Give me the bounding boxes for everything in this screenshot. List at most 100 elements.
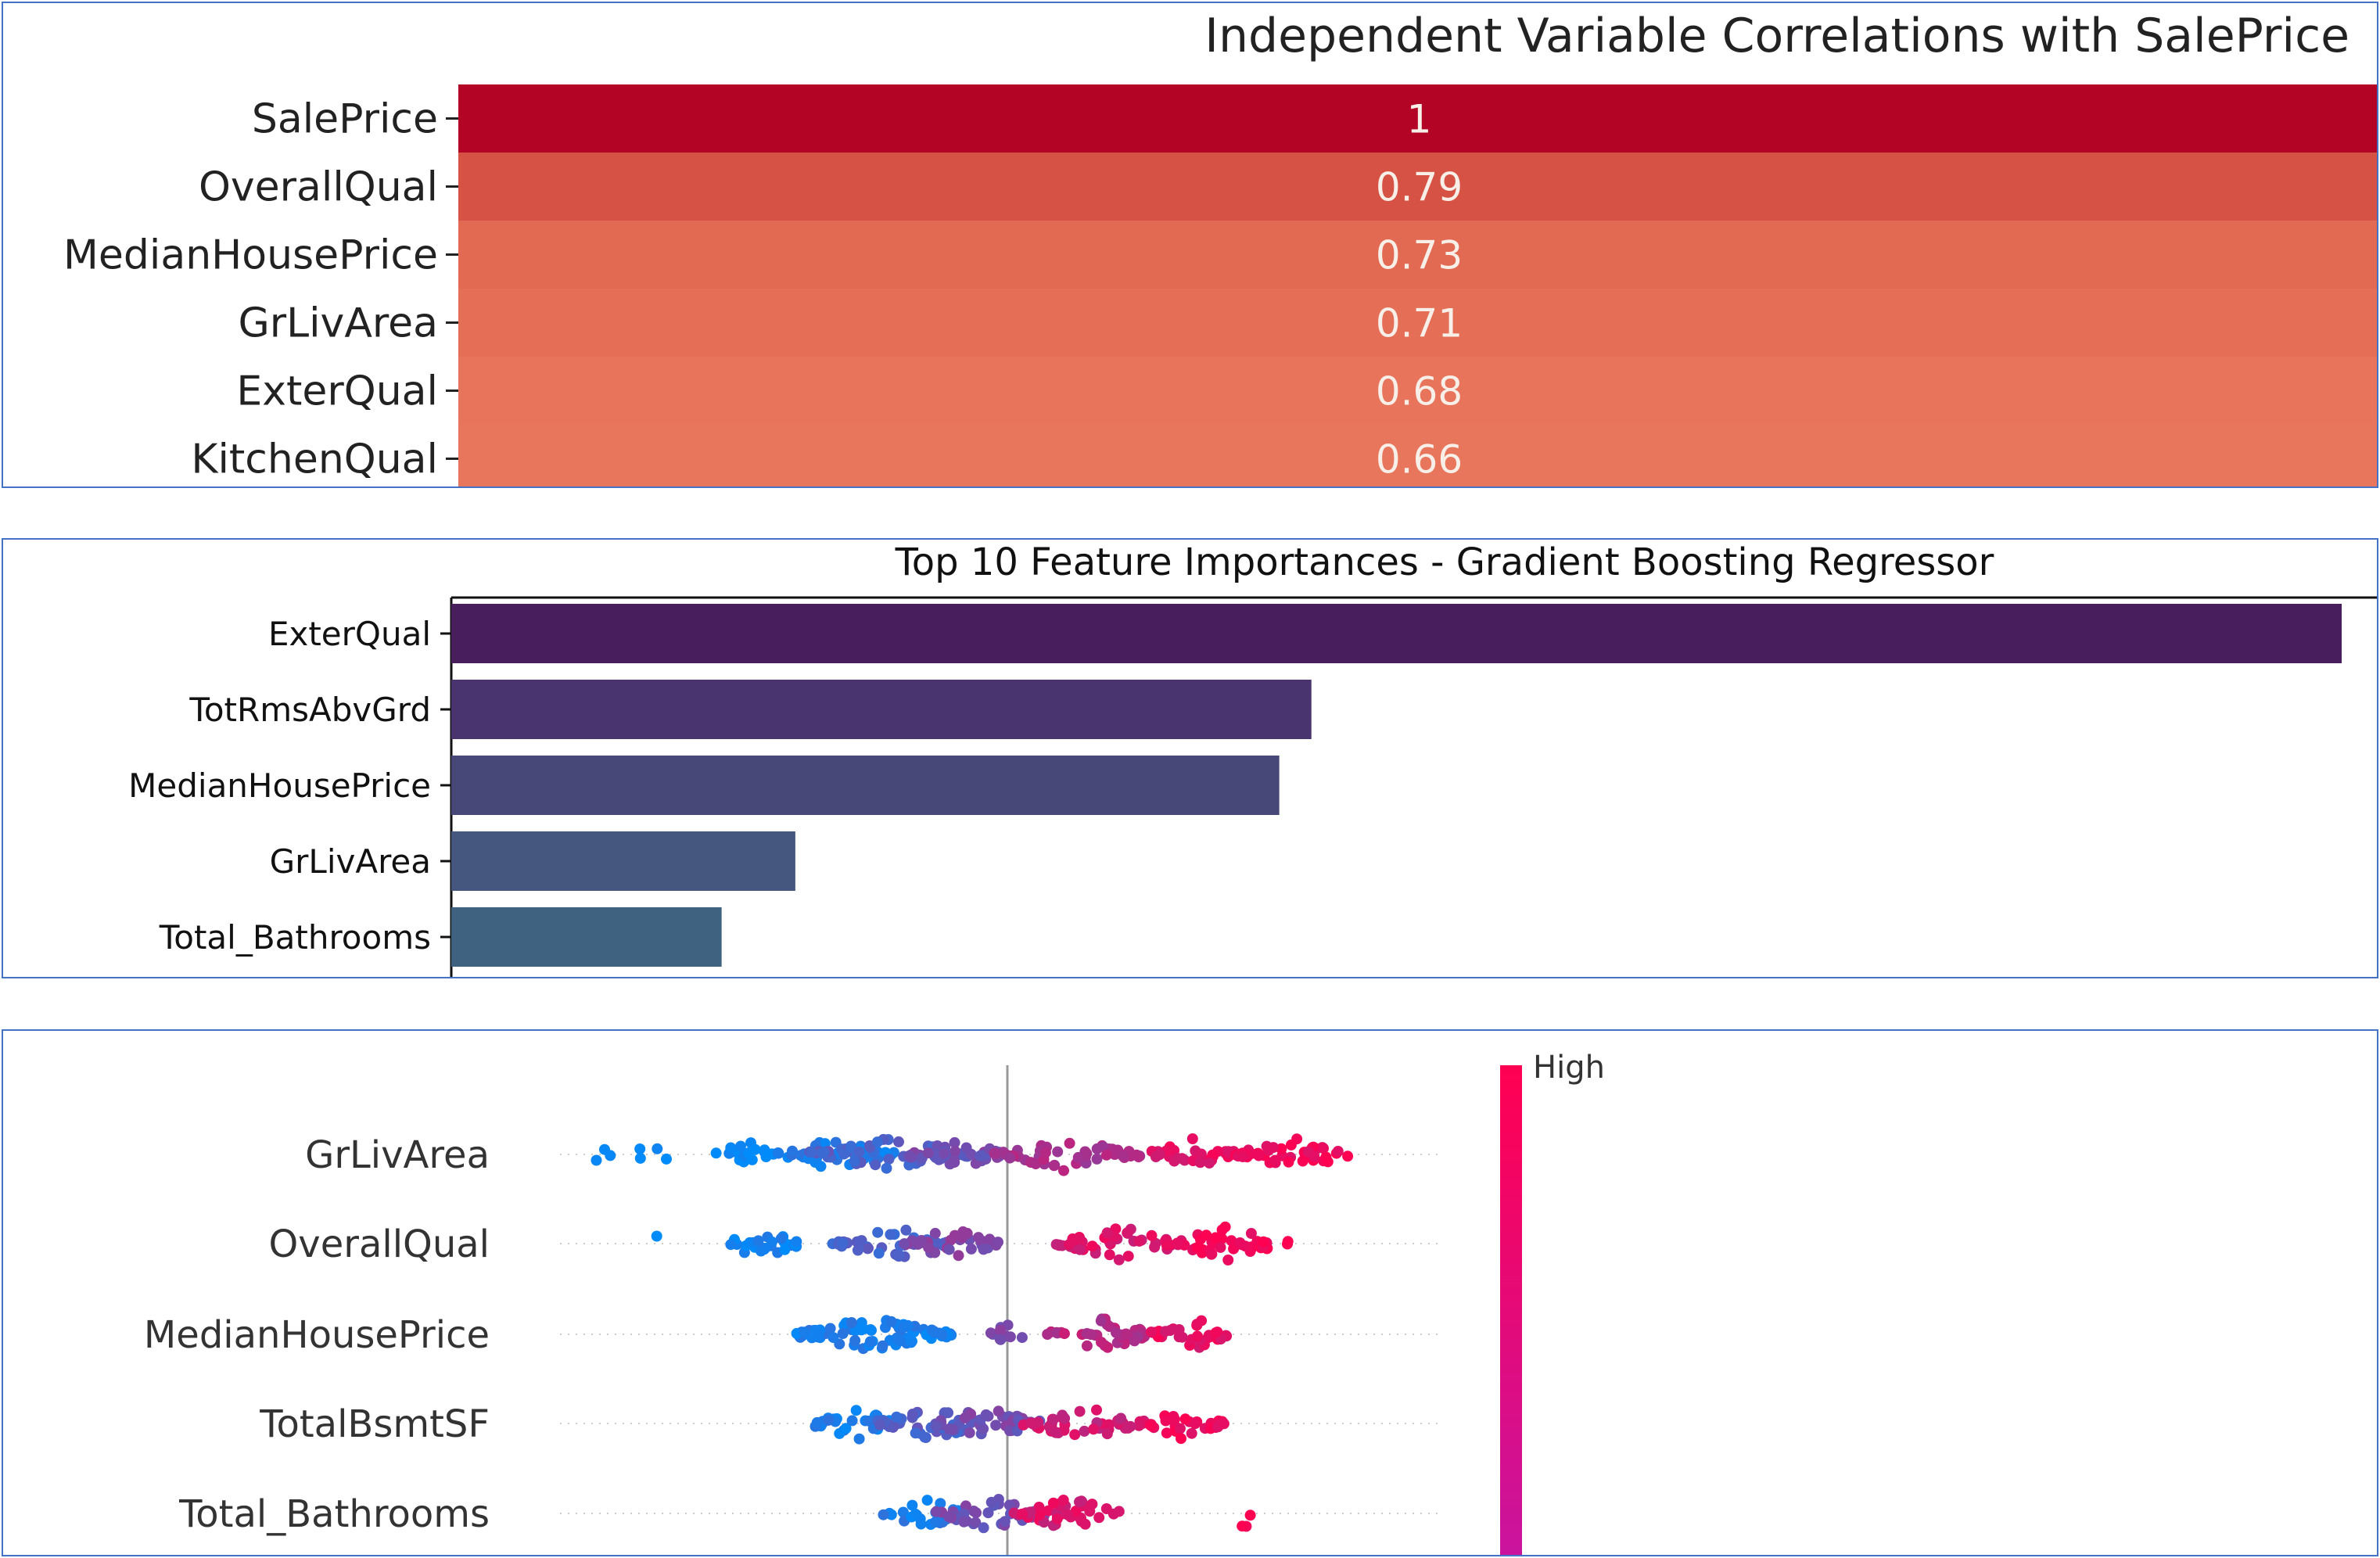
shap-point — [1146, 1230, 1158, 1241]
shap-point — [900, 1224, 912, 1236]
shap-point — [971, 1507, 982, 1519]
shap-point — [919, 1431, 931, 1443]
shap-point — [885, 1509, 897, 1520]
shap-point — [1059, 1413, 1071, 1424]
shap-point — [1195, 1148, 1207, 1160]
y-tick-label: GrLivArea — [238, 300, 438, 347]
shap-point — [865, 1324, 876, 1335]
shap-point — [949, 1157, 960, 1168]
shap-point — [1244, 1510, 1256, 1521]
shap-point — [942, 1407, 954, 1419]
shap-point — [1222, 1255, 1234, 1265]
shap-point — [906, 1499, 918, 1511]
heatmap-cell — [458, 153, 2377, 221]
shap-point — [1093, 1512, 1105, 1524]
shap-point — [1282, 1238, 1293, 1250]
shap-point — [885, 1229, 896, 1240]
shap-point — [710, 1147, 722, 1159]
y-tick-label: SalePrice — [252, 96, 438, 143]
shap-point — [1047, 1413, 1059, 1425]
shap-point — [1079, 1425, 1090, 1437]
y-tick-label: ExterQual — [268, 615, 431, 653]
shap-point — [787, 1145, 798, 1157]
shap-point — [791, 1236, 802, 1247]
shap-point — [1236, 1239, 1247, 1251]
shap-point — [935, 1498, 946, 1510]
shap-point — [1210, 1327, 1222, 1338]
shap-point — [1133, 1151, 1144, 1163]
importance-bar — [451, 756, 1280, 815]
shap-point — [1113, 1254, 1125, 1265]
shap-point — [849, 1155, 860, 1167]
shap-point — [923, 1242, 935, 1254]
shap-point — [1058, 1424, 1070, 1436]
shap-point — [1176, 1433, 1186, 1445]
shap-point — [953, 1250, 964, 1262]
shap-point — [749, 1143, 761, 1155]
shap-point — [818, 1147, 830, 1158]
shap-point — [1133, 1235, 1145, 1247]
shap-point — [772, 1147, 784, 1158]
shap-point — [1173, 1324, 1185, 1335]
shap-point — [1120, 1328, 1132, 1340]
shap-point — [995, 1334, 1007, 1345]
shap-point — [999, 1516, 1011, 1527]
shap-point — [823, 1414, 835, 1426]
shap-point — [891, 1411, 903, 1423]
shap-point — [1048, 1160, 1060, 1172]
shap-point — [1039, 1147, 1051, 1158]
y-tick-label: KitchenQual — [191, 436, 438, 483]
shap-point — [1052, 1146, 1064, 1158]
shap-point — [885, 1316, 897, 1327]
shap-point — [980, 1409, 992, 1420]
shap-point — [1122, 1227, 1133, 1239]
shap-point — [1091, 1404, 1102, 1416]
shap-point — [1194, 1157, 1206, 1168]
heatmap-cell — [458, 357, 2377, 425]
shap-point — [1201, 1230, 1212, 1241]
shap-point — [1122, 1251, 1134, 1262]
shap-point — [1101, 1227, 1113, 1239]
shap-point — [984, 1233, 996, 1245]
y-tick-label: MedianHousePrice — [63, 232, 438, 279]
shap-point — [1088, 1423, 1100, 1435]
shap-point — [993, 1405, 1004, 1417]
shap-point — [871, 1136, 883, 1148]
shap-point — [995, 1324, 1006, 1336]
shap-point — [1237, 1151, 1248, 1162]
shap-point — [651, 1230, 662, 1242]
shap-point — [1283, 1156, 1294, 1168]
shap-point — [852, 1244, 863, 1256]
shap-point — [1034, 1509, 1046, 1520]
shap-point — [1100, 1503, 1112, 1514]
shap-point — [910, 1508, 921, 1520]
y-tick-label: Total_Bathrooms — [159, 918, 431, 957]
shap-point — [895, 1335, 906, 1347]
shap-point — [1253, 1150, 1265, 1161]
shap-point — [1074, 1496, 1085, 1508]
shap-point — [827, 1332, 839, 1344]
shap-point — [840, 1423, 852, 1434]
shap-point — [1069, 1429, 1081, 1441]
shap-point — [1332, 1146, 1344, 1157]
shap-point — [1190, 1418, 1201, 1430]
feature-label: TotalBsmtSF — [259, 1402, 490, 1446]
shap-point — [725, 1239, 737, 1251]
shap-point — [970, 1517, 982, 1528]
shap-point — [591, 1154, 602, 1166]
shap-point — [931, 1506, 942, 1517]
shap-point — [634, 1143, 646, 1154]
shap-summary-panel: GrLivArea OverallQual MedianHousePrice Tota… — [2, 1029, 2378, 1556]
shap-point — [1191, 1319, 1203, 1330]
shap-point — [897, 1506, 909, 1518]
shap-point — [965, 1243, 977, 1255]
shap-point — [864, 1336, 876, 1348]
importance-bar — [451, 680, 1312, 739]
shap-point — [849, 1335, 861, 1346]
shap-point — [985, 1327, 996, 1339]
shap-point — [978, 1244, 989, 1255]
heatmap-title: Independent Variable Correlations with S… — [1204, 9, 2349, 63]
shap-point — [881, 1162, 892, 1174]
shap-point — [929, 1227, 941, 1239]
shap-point — [1070, 1506, 1082, 1517]
